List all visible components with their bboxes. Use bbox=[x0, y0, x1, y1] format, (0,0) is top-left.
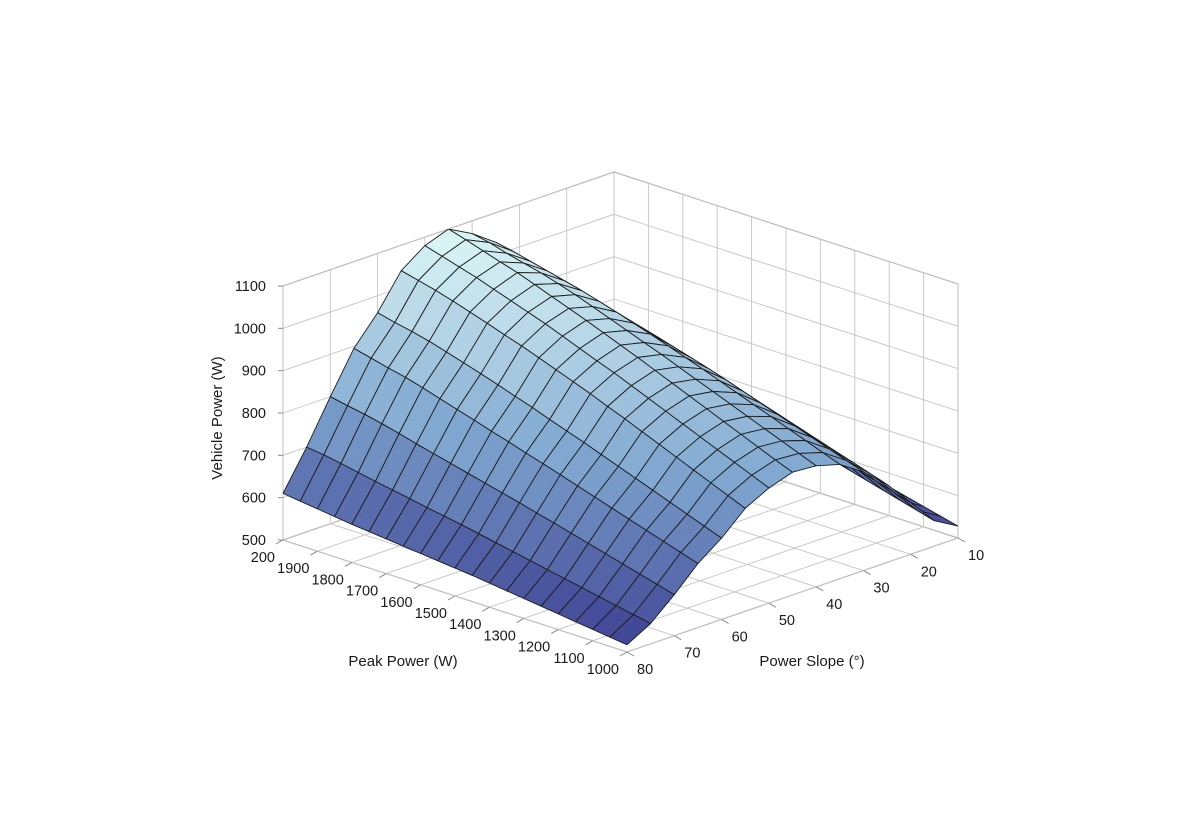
z-tick-label: 800 bbox=[242, 406, 266, 422]
z-tick-label: 700 bbox=[242, 448, 266, 464]
x-tick-label: 1300 bbox=[484, 628, 516, 644]
x-tick-mark bbox=[344, 561, 353, 567]
y-axis-title: Power Slope (°) bbox=[759, 653, 864, 670]
x-tick-label: 1600 bbox=[380, 595, 412, 611]
y-tick-mark bbox=[815, 586, 824, 592]
surface-mesh bbox=[282, 228, 959, 646]
y-tick-label: 70 bbox=[684, 646, 700, 662]
z-tick-label: 600 bbox=[242, 491, 266, 507]
x-tick-mark bbox=[482, 606, 490, 612]
surface-face bbox=[609, 614, 652, 646]
y-tick-label: 80 bbox=[637, 662, 653, 678]
axes: 5006007008009001000110020019001800170016… bbox=[234, 279, 984, 678]
x-tick-mark bbox=[413, 584, 421, 590]
x-tick-mark bbox=[310, 550, 318, 556]
y-tick-label: 50 bbox=[779, 613, 795, 629]
x-tick-mark bbox=[275, 539, 284, 545]
z-tick-label: 1000 bbox=[234, 321, 266, 337]
x-tick-label: 1700 bbox=[346, 584, 378, 600]
y-tick-label: 10 bbox=[968, 548, 984, 564]
z-tick-label: 900 bbox=[242, 364, 266, 380]
x-tick-label: 200 bbox=[251, 550, 275, 566]
x-tick-label: 1500 bbox=[415, 606, 447, 622]
x-tick-mark bbox=[378, 573, 387, 579]
y-tick-label: 40 bbox=[826, 597, 842, 613]
x-tick-label: 1200 bbox=[518, 640, 550, 656]
y-tick-label: 30 bbox=[873, 581, 889, 597]
y-tick-mark bbox=[721, 618, 729, 624]
y-tick-mark bbox=[910, 553, 918, 559]
x-tick-mark bbox=[447, 595, 456, 601]
x-tick-mark bbox=[550, 629, 559, 635]
y-tick-mark bbox=[674, 635, 682, 641]
y-tick-label: 20 bbox=[921, 564, 937, 580]
x-tick-mark bbox=[619, 651, 628, 657]
grid-line-x-floor bbox=[626, 537, 959, 653]
x-axis-title: Peak Power (W) bbox=[348, 653, 457, 670]
y-tick-mark bbox=[626, 651, 635, 657]
x-tick-label: 1400 bbox=[449, 617, 481, 633]
y-tick-mark bbox=[863, 570, 871, 576]
y-tick-mark bbox=[957, 537, 966, 543]
y-tick-label: 60 bbox=[732, 629, 748, 645]
z-tick-label: 1100 bbox=[235, 279, 266, 295]
z-axis-title: Vehicle Power (W) bbox=[209, 356, 226, 479]
x-tick-label: 1100 bbox=[553, 651, 584, 667]
x-tick-mark bbox=[585, 640, 593, 646]
x-tick-label: 1900 bbox=[277, 561, 309, 577]
x-tick-label: 1800 bbox=[312, 572, 344, 588]
x-tick-label: 1000 bbox=[587, 662, 619, 678]
z-tick-label: 500 bbox=[242, 533, 266, 549]
x-tick-mark bbox=[516, 617, 525, 623]
y-tick-mark bbox=[768, 602, 777, 608]
